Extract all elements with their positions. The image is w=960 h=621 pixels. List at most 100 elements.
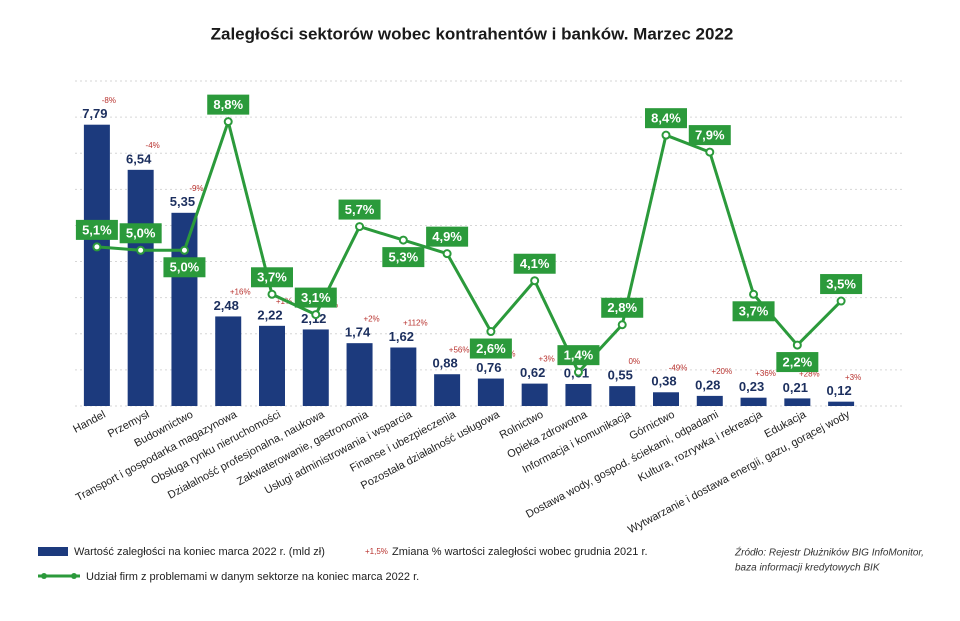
change-label: +36% bbox=[755, 369, 776, 378]
bar bbox=[390, 347, 417, 406]
line-value-label: 5,0% bbox=[126, 226, 156, 241]
line-point bbox=[836, 296, 846, 306]
change-label: +3% bbox=[539, 355, 555, 364]
line-value-label: 5,7% bbox=[345, 202, 375, 217]
line-point bbox=[92, 242, 102, 252]
line-label-box bbox=[820, 274, 863, 295]
line-point bbox=[792, 340, 802, 350]
bar-value-label: 0,21 bbox=[783, 380, 808, 395]
change-label: 0% bbox=[628, 357, 640, 366]
legend-label: Udział firm z problemami w danym sektorz… bbox=[86, 571, 419, 583]
bar-value-label: 2,22 bbox=[257, 307, 282, 322]
line-label-box bbox=[75, 219, 118, 240]
bar-value-label: 0,12 bbox=[826, 383, 851, 398]
line-point bbox=[223, 117, 233, 127]
bar bbox=[83, 124, 110, 406]
line-label-box bbox=[382, 247, 425, 268]
line-label-box bbox=[294, 287, 337, 308]
line-label-box bbox=[251, 267, 293, 288]
line-value-label: 7,9% bbox=[695, 128, 725, 143]
line-point bbox=[705, 147, 715, 157]
bar bbox=[171, 212, 198, 406]
bar-value-label: 0,28 bbox=[695, 377, 720, 392]
line-value-label: 1,4% bbox=[564, 348, 594, 363]
bar-value-label: 6,54 bbox=[126, 151, 152, 166]
x-tick-label: Handel bbox=[71, 409, 107, 436]
bar bbox=[740, 397, 767, 406]
change-label: +2% bbox=[363, 314, 379, 323]
line-label-box bbox=[557, 345, 600, 366]
line-point bbox=[267, 289, 277, 299]
bar bbox=[565, 383, 592, 406]
bar-value-label: 0,88 bbox=[432, 356, 457, 371]
line-label-box bbox=[163, 257, 206, 278]
change-label: +16% bbox=[230, 288, 251, 297]
line-value-label: 8,8% bbox=[213, 97, 243, 112]
change-label: +20% bbox=[711, 367, 732, 376]
bar bbox=[477, 378, 504, 406]
bar-value-label: 0,62 bbox=[520, 365, 545, 380]
line-label-box bbox=[688, 125, 731, 146]
line-value-label: 5,1% bbox=[82, 222, 112, 237]
line-point bbox=[442, 249, 452, 259]
line-point bbox=[486, 327, 496, 337]
bar bbox=[828, 401, 855, 406]
legend-label: Zmiana % wartości zaległości wobec grudn… bbox=[392, 546, 648, 558]
bar-value-label: 7,79 bbox=[82, 106, 107, 121]
line-label-box bbox=[732, 301, 775, 322]
change-label: +112% bbox=[403, 319, 428, 328]
line-label-box bbox=[645, 108, 687, 129]
change-label: -8% bbox=[102, 96, 116, 105]
line-label-box bbox=[338, 199, 381, 220]
bar-value-label: 1,62 bbox=[389, 329, 414, 344]
bar bbox=[434, 374, 461, 406]
line-point bbox=[573, 367, 583, 377]
change-label: +56% bbox=[449, 345, 470, 354]
change-label: +28% bbox=[799, 370, 820, 379]
line-point bbox=[617, 320, 627, 330]
bar bbox=[215, 316, 242, 406]
bar-value-label: 2,48 bbox=[214, 298, 239, 313]
line-value-label: 2,2% bbox=[783, 355, 813, 370]
change-label: -49% bbox=[669, 363, 688, 372]
line-value-label: 2,8% bbox=[607, 300, 637, 315]
legend-dot bbox=[41, 573, 47, 579]
bar-value-label: 0,38 bbox=[651, 374, 676, 389]
line-value-label: 4,1% bbox=[520, 256, 550, 271]
bar-value-label: 0,55 bbox=[608, 368, 633, 383]
line-value-label: 5,3% bbox=[389, 250, 419, 265]
bar bbox=[696, 395, 723, 406]
line-label-box bbox=[426, 226, 469, 247]
bar bbox=[302, 329, 329, 406]
bar-value-label: 1,74 bbox=[345, 325, 371, 340]
line-point bbox=[398, 235, 408, 245]
source-note: Źródło: Rejestr Dłużników BIG InfoMonito… bbox=[734, 546, 924, 559]
legend-label: Wartość zaległości na koniec marca 2022 … bbox=[74, 546, 325, 558]
bar-value-label: 0,23 bbox=[739, 379, 764, 394]
line-point bbox=[530, 276, 540, 286]
chart-title: Zaległości sektorów wobec kontrahentów i… bbox=[211, 24, 734, 43]
change-label: -9% bbox=[189, 184, 203, 193]
line-label-box bbox=[776, 352, 819, 373]
line-value-label: 3,1% bbox=[301, 290, 331, 305]
line-label-box bbox=[601, 297, 644, 318]
change-label: +3% bbox=[845, 373, 861, 382]
line-point bbox=[179, 245, 189, 255]
line-point bbox=[661, 130, 671, 140]
legend-sample: +1,5% bbox=[365, 547, 388, 556]
line-value-label: 2,6% bbox=[476, 341, 506, 356]
line-label-box bbox=[469, 338, 512, 359]
line-series bbox=[96, 116, 843, 375]
bar bbox=[259, 325, 285, 406]
legend-swatch bbox=[38, 547, 68, 556]
bar bbox=[653, 392, 679, 406]
line-point bbox=[355, 222, 365, 232]
line-point bbox=[749, 289, 759, 299]
bar-value-label: 5,35 bbox=[170, 194, 195, 209]
line-value-label: 8,4% bbox=[651, 111, 681, 126]
change-label: -4% bbox=[146, 141, 160, 150]
bar bbox=[127, 169, 154, 406]
line-label-box bbox=[119, 223, 162, 244]
